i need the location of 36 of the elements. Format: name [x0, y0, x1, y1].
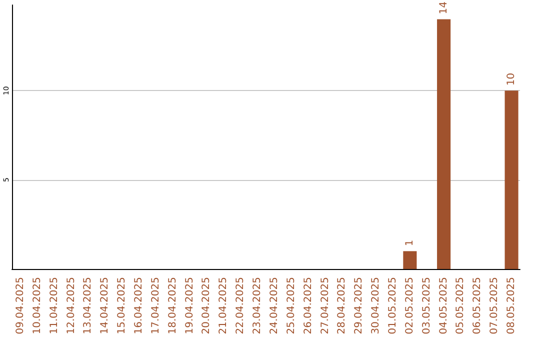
x-tick-label: 07.05.2025: [489, 277, 500, 334]
x-tick-label: 28.04.2025: [336, 277, 348, 334]
x-tick-label: 03.05.2025: [421, 277, 432, 334]
x-tick-label: 11.04.2025: [48, 277, 60, 334]
x-tick-label: 27.04.2025: [320, 277, 331, 334]
x-tick-label: 24.04.2025: [268, 277, 280, 334]
x-tick-label: 06.05.2025: [472, 277, 484, 334]
x-tick-label: 18.04.2025: [167, 277, 178, 334]
bar: [504, 90, 518, 269]
data-label: 10: [506, 72, 518, 86]
x-tick-label: 05.05.2025: [455, 277, 466, 334]
x-tick-label: 08.05.2025: [506, 277, 518, 334]
x-tick-label: 22.04.2025: [235, 277, 246, 334]
bar: [437, 19, 451, 269]
bar: [403, 251, 417, 269]
x-tick-label: 25.04.2025: [286, 277, 297, 334]
x-tick-label: 23.04.2025: [252, 277, 264, 334]
x-tick-label: 17.04.2025: [150, 277, 162, 334]
x-tick-label: 12.04.2025: [66, 277, 77, 334]
x-tick-label: 26.04.2025: [302, 277, 314, 334]
x-tick-label: 14.04.2025: [100, 277, 111, 334]
x-tick-label: 29.04.2025: [354, 277, 365, 334]
x-tick-label: 16.04.2025: [134, 277, 144, 334]
data-label: 14: [438, 2, 450, 14]
x-tick-label: 20.04.2025: [201, 277, 212, 334]
x-tick-label: 13.04.2025: [82, 277, 94, 334]
x-tick-label: 09.04.2025: [14, 277, 26, 334]
x-tick-label: 01.05.2025: [388, 277, 398, 334]
x-tick-label: 10.04.2025: [32, 277, 43, 334]
x-tick-label: 04.05.2025: [438, 277, 450, 334]
x-tick-label: 21.04.2025: [218, 277, 230, 334]
x-tick-label: 02.05.2025: [404, 277, 416, 334]
x-tick-label: 19.04.2025: [184, 277, 196, 334]
data-label: 1: [404, 240, 416, 246]
x-tick-label: 15.04.2025: [116, 277, 128, 334]
x-tick-label: 30.04.2025: [370, 277, 382, 334]
